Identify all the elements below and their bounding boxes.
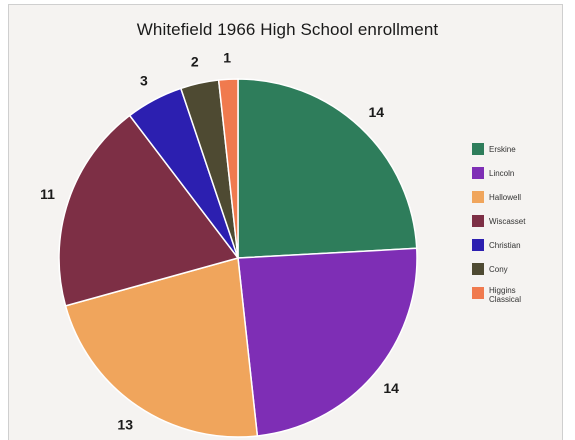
legend-label-christian: Christian — [489, 241, 521, 250]
legend-label-hallowell: Hallowell — [489, 193, 521, 202]
legend: Erskine Lincoln Hallowell Wiscasset Christia… — [472, 143, 526, 304]
legend-label-wiscasset: Wiscasset — [489, 217, 526, 226]
legend-swatch-higgins-classical — [472, 287, 484, 299]
chart-title: Whitefield 1966 High School enrollment — [136, 20, 439, 39]
slice-value-label-higgins-classical: 1 — [223, 49, 231, 65]
pie-slices — [58, 78, 418, 438]
pie-slice-lincoln — [237, 247, 418, 437]
legend-swatch-erskine — [472, 143, 484, 155]
legend-label-higgins-classical: Higgins Classical — [489, 286, 521, 304]
legend-swatch-wiscasset — [472, 215, 484, 227]
legend-swatch-hallowell — [472, 191, 484, 203]
legend-label-cony: Cony — [489, 265, 508, 274]
slice-value-label-cony: 2 — [191, 54, 199, 70]
legend-label-lincoln: Lincoln — [489, 169, 514, 178]
legend-swatch-christian — [472, 239, 484, 251]
slice-labels: 14 14 13 11 3 2 1 — [40, 49, 399, 432]
pie-slice-hallowell — [64, 257, 259, 438]
slice-value-label-wiscasset: 11 — [40, 186, 55, 202]
slice-value-label-erskine: 14 — [368, 104, 384, 120]
pie-slice-higgins-classical — [217, 78, 239, 259]
slice-value-label-christian: 3 — [140, 72, 148, 88]
pie-slice-wiscasset — [58, 114, 240, 307]
legend-swatch-lincoln — [472, 167, 484, 179]
legend-label-erskine: Erskine — [489, 145, 516, 154]
legend-swatch-cony — [472, 263, 484, 275]
slice-value-label-lincoln: 14 — [383, 380, 399, 396]
pie-slice-erskine — [237, 78, 418, 259]
slice-value-label-hallowell: 13 — [117, 416, 133, 432]
